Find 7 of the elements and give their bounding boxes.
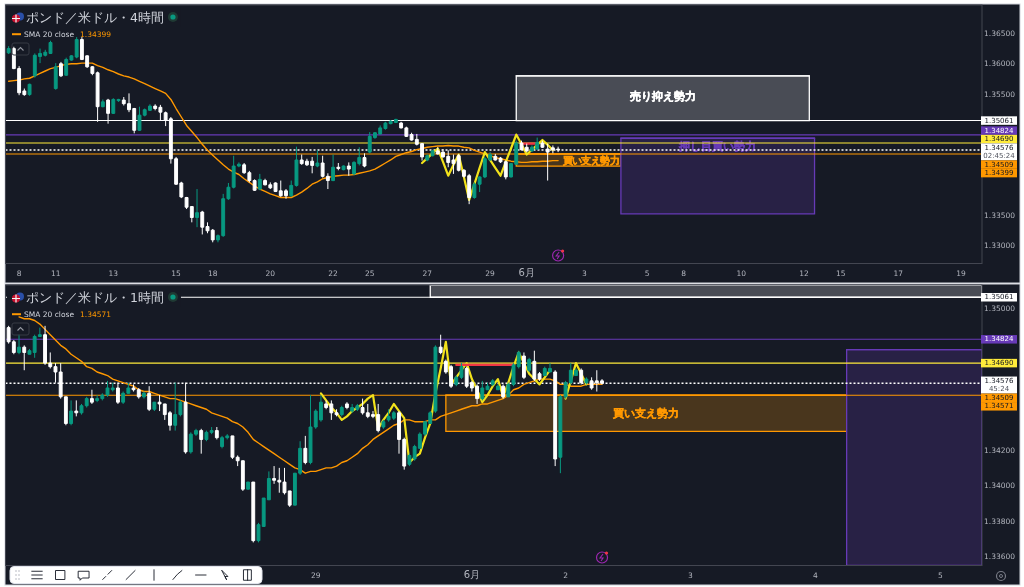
chart-title: ポンド／米ドル・4時間	[26, 10, 164, 25]
chart-title: ポンド／米ドル・1時間	[26, 290, 164, 305]
x-tick-label: 6月	[518, 267, 535, 278]
series-label: 売り抑え勢力	[629, 89, 696, 103]
series-label: 買い支え勢力	[561, 154, 620, 166]
series-label: 買い支え勢力	[612, 407, 680, 420]
x-tick-label: 6月	[463, 569, 481, 580]
